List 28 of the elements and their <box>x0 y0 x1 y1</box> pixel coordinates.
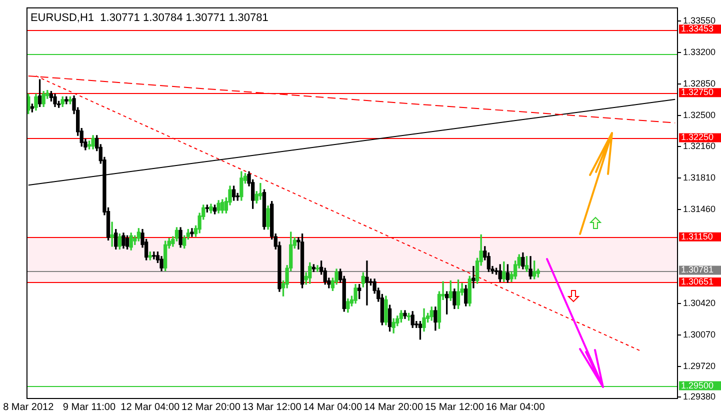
y-tick-label: 1.32160 <box>683 140 716 151</box>
y-tick-label: 1.29720 <box>683 360 716 371</box>
ref-line-label: 1.33453 <box>681 24 714 34</box>
y-tick-label: 1.32850 <box>683 78 716 89</box>
y-tick-label: 1.33200 <box>683 46 716 57</box>
ref-line-label: 1.32250 <box>681 132 714 142</box>
y-tick-label: 1.30070 <box>683 329 716 340</box>
y-tick-label: 1.31460 <box>683 204 716 214</box>
ref-line-label: 1.30651 <box>681 276 714 286</box>
x-tick-label: 16 Mar 04:00 <box>486 402 546 413</box>
ref-line-label: 1.29500 <box>681 380 714 390</box>
chart-title: EURUSD,H1 1.30771 1.30784 1.30771 1.30781 <box>30 12 268 24</box>
x-tick-label: 14 Mar 20:00 <box>364 402 424 413</box>
y-tick-label: 1.29380 <box>683 392 716 402</box>
x-tick-label: 9 Mar 11:00 <box>62 402 116 413</box>
x-tick-label: 13 Mar 12:00 <box>242 402 302 413</box>
ref-line-label: 1.32750 <box>681 87 714 98</box>
x-tick-label: 14 Mar 04:00 <box>303 402 363 413</box>
y-tick-label: 1.33550 <box>683 15 716 26</box>
x-tick-label: 8 Mar 2012 <box>3 402 54 413</box>
x-tick-label: 15 Mar 12:00 <box>424 402 484 413</box>
x-tick-label: 12 Mar 20:00 <box>182 402 241 413</box>
y-tick-label: 1.31810 <box>683 172 716 182</box>
ref-line-label: 1.31150 <box>681 231 713 242</box>
ref-line-label: 1.30781 <box>681 264 714 275</box>
x-tick-label: 12 Mar 04:00 <box>120 402 180 413</box>
y-tick-label: 1.30420 <box>683 298 716 308</box>
y-tick-label: 1.32500 <box>683 110 716 120</box>
